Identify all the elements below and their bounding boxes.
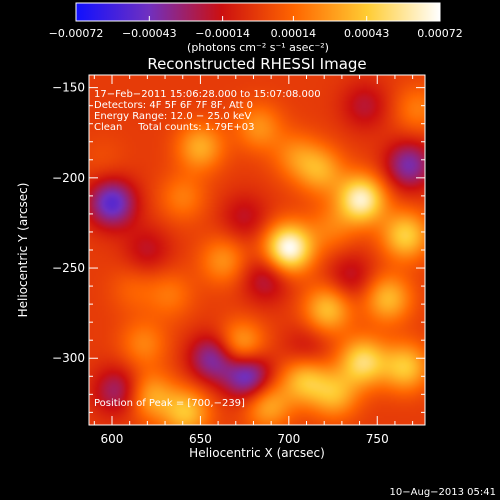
y-tick-label: −250	[52, 261, 85, 275]
info-annotations: 17−Feb−2011 15:06:28.000 to 15:07:08.000…	[94, 89, 321, 409]
image-plot: 600 650 700 750 −150 −200 −250 −300	[52, 74, 426, 446]
x-tick-label: 700	[277, 432, 300, 446]
annotation-time-range: 17−Feb−2011 15:06:28.000 to 15:07:08.000	[94, 89, 321, 100]
footer-timestamp: 10−Aug−2013 05:41	[390, 487, 496, 498]
colorbar-tick-label: 0.00014	[271, 27, 317, 40]
annotation-clean-counts: Clean Total counts: 1.79E+03	[94, 122, 254, 133]
annotation-detectors: Detectors: 4F 5F 6F 7F 8F, Att 0	[94, 100, 253, 111]
y-tick-label: −300	[52, 351, 85, 365]
x-tick-label: 750	[366, 432, 389, 446]
colorbar-unit-label: (photons cm⁻² s⁻¹ asec⁻²)	[187, 41, 329, 54]
heatmap-image	[89, 75, 425, 425]
colorbar-tick-label: −0.00014	[195, 27, 250, 40]
x-tick-label: 650	[189, 432, 212, 446]
chart-title: Reconstructed RHESSI Image	[147, 55, 366, 73]
colorbar: −0.00072 −0.00043 −0.00014 0.00014 0.00043 0.…	[49, 2, 463, 54]
y-axis-label: Heliocentric Y (arcsec)	[16, 183, 30, 318]
colorbar-tick-label: 0.00072	[417, 27, 463, 40]
annotation-energy-range: Energy Range: 12.0 − 25.0 keV	[94, 111, 251, 122]
axis-ticks: 600 650 700 750 −150 −200 −250 −300	[52, 75, 425, 446]
colorbar-bar	[76, 3, 440, 21]
colorbar-tick-label: −0.00072	[49, 27, 104, 40]
peak-position-label: Position of Peak = [700,−239]	[94, 398, 245, 409]
colorbar-ticks: −0.00072 −0.00043 −0.00014 0.00014 0.00043 0.…	[49, 16, 463, 40]
colorbar-tick-label: −0.00043	[122, 27, 177, 40]
x-tick-label: 600	[101, 432, 124, 446]
colorbar-tick-label: 0.00043	[344, 27, 390, 40]
colorbar-frame	[75, 2, 441, 22]
y-tick-label: −150	[52, 81, 85, 95]
x-axis-label: Heliocentric X (arcsec)	[189, 446, 325, 460]
y-tick-label: −200	[52, 171, 85, 185]
